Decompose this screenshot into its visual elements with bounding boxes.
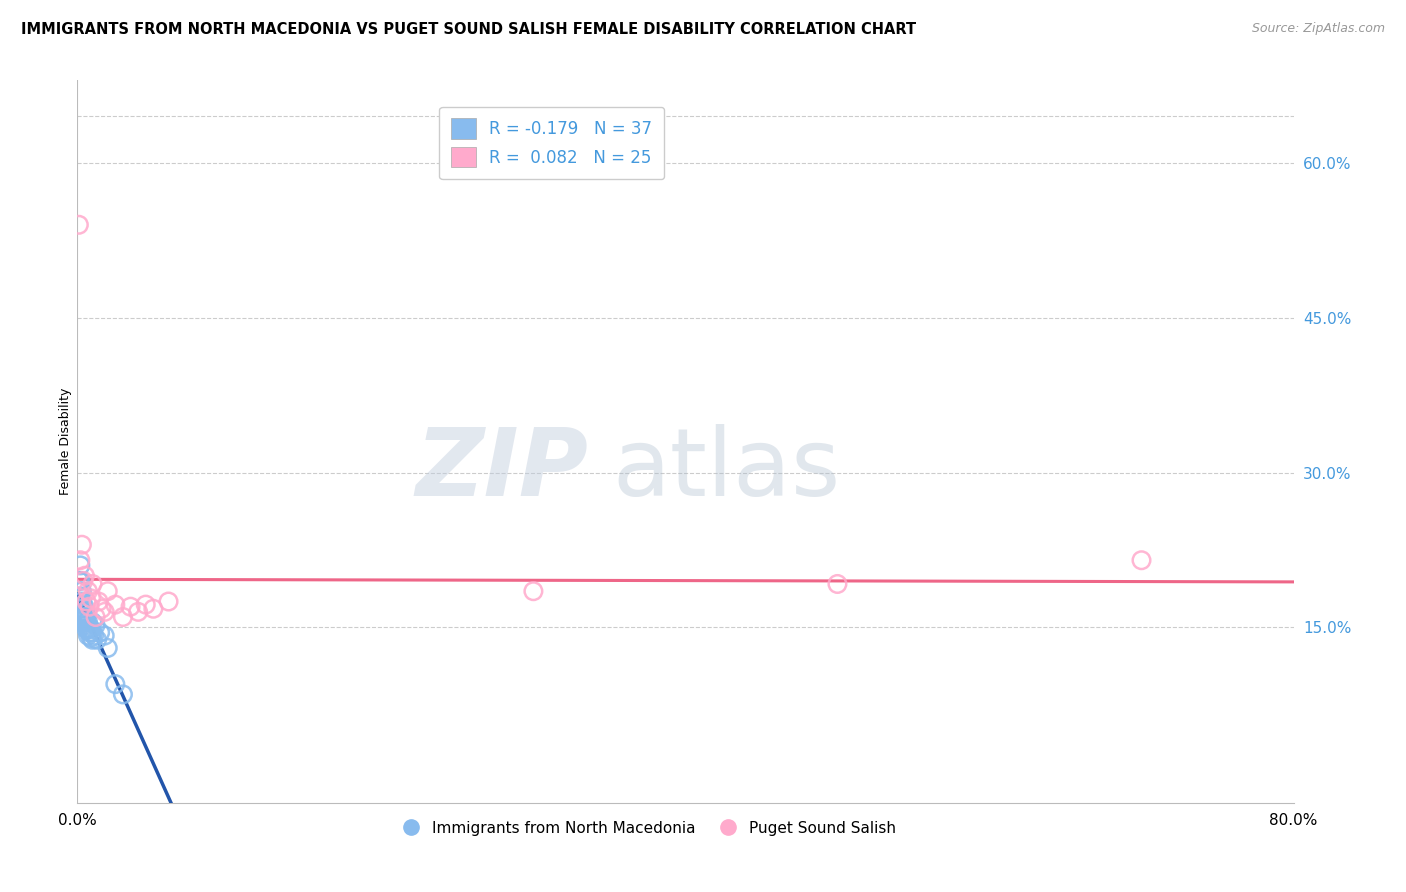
Point bbox=[77, 584, 100, 599]
Text: ZIP: ZIP bbox=[415, 425, 588, 516]
Point bbox=[75, 594, 97, 608]
Point bbox=[1130, 553, 1153, 567]
Point bbox=[67, 584, 90, 599]
Point bbox=[87, 594, 110, 608]
Point bbox=[75, 615, 97, 630]
Point bbox=[84, 610, 107, 624]
Point bbox=[120, 599, 142, 614]
Point bbox=[70, 584, 93, 599]
Point bbox=[522, 584, 544, 599]
Point bbox=[82, 632, 104, 647]
Point bbox=[72, 598, 94, 612]
Point bbox=[73, 612, 96, 626]
Point bbox=[135, 598, 157, 612]
Point bbox=[73, 568, 96, 582]
Point bbox=[111, 687, 134, 701]
Point bbox=[69, 558, 91, 573]
Point bbox=[97, 640, 120, 655]
Point bbox=[93, 629, 115, 643]
Point bbox=[75, 623, 97, 637]
Point bbox=[93, 605, 115, 619]
Text: atlas: atlas bbox=[613, 425, 841, 516]
Point bbox=[72, 605, 94, 619]
Point bbox=[79, 620, 101, 634]
Point bbox=[73, 615, 96, 630]
Point bbox=[80, 623, 103, 637]
Point bbox=[90, 601, 112, 615]
Point bbox=[142, 601, 165, 615]
Point bbox=[80, 591, 103, 606]
Point bbox=[73, 605, 96, 619]
Point bbox=[70, 538, 93, 552]
Point bbox=[89, 625, 111, 640]
Point bbox=[77, 623, 100, 637]
Point bbox=[79, 625, 101, 640]
Point bbox=[127, 605, 149, 619]
Y-axis label: Female Disability: Female Disability bbox=[59, 388, 72, 495]
Point bbox=[72, 574, 94, 588]
Point bbox=[827, 577, 849, 591]
Point bbox=[80, 631, 103, 645]
Point bbox=[97, 584, 120, 599]
Point bbox=[75, 618, 97, 632]
Point bbox=[77, 615, 100, 630]
Point bbox=[104, 598, 127, 612]
Point bbox=[82, 625, 104, 640]
Point bbox=[73, 607, 96, 621]
Point bbox=[84, 618, 107, 632]
Point bbox=[104, 677, 127, 691]
Legend: Immigrants from North Macedonia, Puget Sound Salish: Immigrants from North Macedonia, Puget S… bbox=[395, 814, 903, 842]
Text: IMMIGRANTS FROM NORTH MACEDONIA VS PUGET SOUND SALISH FEMALE DISABILITY CORRELAT: IMMIGRANTS FROM NORTH MACEDONIA VS PUGET… bbox=[21, 22, 917, 37]
Point bbox=[69, 553, 91, 567]
Text: Source: ZipAtlas.com: Source: ZipAtlas.com bbox=[1251, 22, 1385, 36]
Point bbox=[72, 610, 94, 624]
Point bbox=[70, 594, 93, 608]
Point bbox=[82, 577, 104, 591]
Point bbox=[86, 632, 108, 647]
Point bbox=[111, 610, 134, 624]
Point bbox=[69, 590, 91, 604]
Point bbox=[83, 629, 105, 643]
Point bbox=[77, 629, 100, 643]
Point bbox=[69, 574, 91, 588]
Point bbox=[79, 599, 101, 614]
Point bbox=[82, 615, 104, 630]
Point bbox=[67, 218, 90, 232]
Point bbox=[67, 574, 90, 588]
Point bbox=[157, 594, 180, 608]
Point bbox=[75, 610, 97, 624]
Point bbox=[70, 601, 93, 615]
